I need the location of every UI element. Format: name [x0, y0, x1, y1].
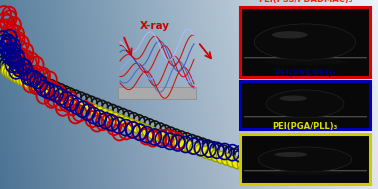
Ellipse shape [211, 150, 221, 162]
Ellipse shape [179, 139, 189, 151]
Ellipse shape [153, 129, 163, 141]
Text: PEI(PGA/PLL)₃: PEI(PGA/PLL)₃ [273, 122, 338, 131]
Bar [240, 134, 370, 184]
Ellipse shape [59, 92, 68, 104]
Ellipse shape [254, 24, 356, 60]
Ellipse shape [132, 121, 141, 133]
Ellipse shape [19, 75, 29, 87]
Ellipse shape [266, 90, 344, 118]
Ellipse shape [174, 137, 184, 149]
Ellipse shape [15, 73, 26, 85]
Ellipse shape [94, 106, 104, 118]
Ellipse shape [31, 80, 41, 92]
Ellipse shape [243, 160, 253, 172]
Ellipse shape [142, 125, 152, 137]
Ellipse shape [265, 171, 345, 175]
Ellipse shape [232, 157, 242, 169]
Ellipse shape [216, 151, 226, 163]
Ellipse shape [137, 123, 147, 135]
Ellipse shape [258, 147, 352, 172]
Ellipse shape [116, 115, 125, 126]
Bar [240, 7, 370, 77]
Ellipse shape [126, 119, 136, 131]
Ellipse shape [237, 158, 248, 170]
Ellipse shape [68, 96, 78, 108]
Ellipse shape [206, 148, 215, 160]
Ellipse shape [1, 64, 11, 76]
Ellipse shape [274, 152, 307, 157]
Text: X-ray: X-ray [140, 21, 170, 31]
Ellipse shape [105, 110, 115, 122]
Ellipse shape [227, 155, 237, 167]
Ellipse shape [158, 131, 168, 143]
Text: PEI(PSS/PEI)₃: PEI(PSS/PEI)₃ [274, 69, 336, 78]
Bar [118, 87, 196, 99]
Ellipse shape [6, 67, 16, 80]
Ellipse shape [49, 88, 59, 100]
Ellipse shape [73, 98, 83, 110]
Ellipse shape [190, 143, 200, 155]
Ellipse shape [248, 162, 258, 174]
Ellipse shape [195, 144, 205, 156]
Ellipse shape [63, 94, 73, 106]
Ellipse shape [184, 141, 194, 153]
Ellipse shape [54, 90, 64, 102]
Ellipse shape [12, 71, 22, 83]
Ellipse shape [163, 133, 173, 145]
Ellipse shape [4, 66, 14, 78]
Ellipse shape [262, 58, 348, 65]
Ellipse shape [84, 102, 94, 114]
Ellipse shape [147, 127, 157, 139]
Ellipse shape [79, 100, 88, 112]
Ellipse shape [9, 69, 19, 81]
Ellipse shape [121, 117, 131, 129]
Ellipse shape [35, 82, 45, 94]
Ellipse shape [272, 116, 338, 121]
Ellipse shape [272, 31, 308, 39]
Ellipse shape [200, 146, 210, 158]
Ellipse shape [40, 84, 50, 96]
Bar [240, 81, 370, 129]
Ellipse shape [169, 135, 178, 147]
Ellipse shape [45, 86, 54, 98]
Ellipse shape [23, 76, 33, 88]
Ellipse shape [110, 112, 120, 125]
Text: PEI(PSS/PDADMAC)₃: PEI(PSS/PDADMAC)₃ [258, 0, 352, 4]
Ellipse shape [280, 95, 307, 101]
Ellipse shape [27, 78, 37, 90]
Ellipse shape [89, 104, 99, 116]
Ellipse shape [222, 153, 232, 165]
Ellipse shape [100, 108, 110, 120]
